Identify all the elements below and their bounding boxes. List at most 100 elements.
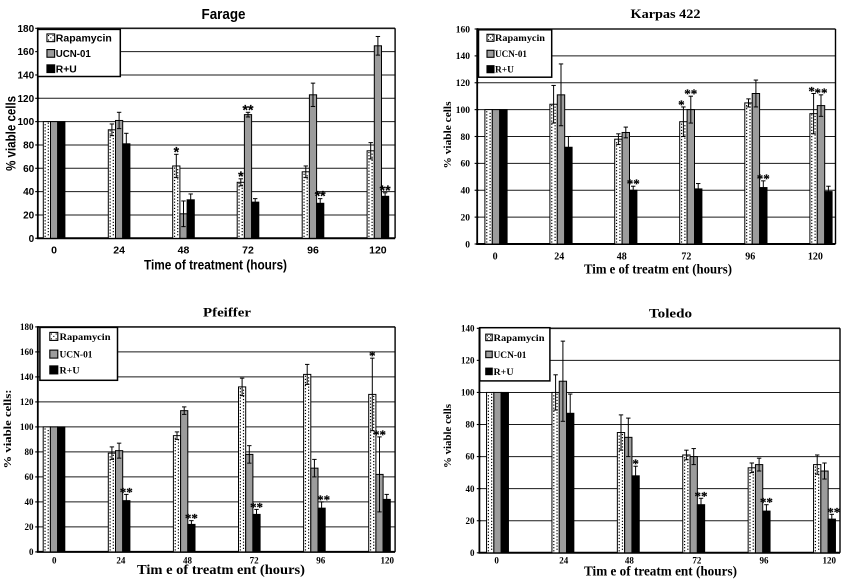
svg-text:72: 72 [681,252,691,263]
svg-text:**: ** [380,182,391,198]
svg-text:**: ** [684,86,697,101]
svg-text:60: 60 [25,472,35,482]
svg-text:120: 120 [369,245,387,257]
svg-text:20: 20 [466,516,476,526]
svg-text:180: 180 [20,322,34,332]
svg-text:80: 80 [23,141,35,152]
svg-text:96: 96 [760,556,770,566]
svg-text:Karpas 422: Karpas 422 [631,6,701,21]
svg-text:60: 60 [461,160,471,170]
svg-text:20: 20 [23,211,35,222]
svg-text:100: 100 [18,117,35,128]
svg-text:**: ** [695,488,708,503]
svg-text:*: * [808,84,815,99]
svg-text:Time of treatment (hours): Time of treatment (hours) [144,257,287,273]
svg-text:96: 96 [316,556,326,566]
svg-text:96: 96 [745,252,755,263]
svg-text:48: 48 [617,252,627,263]
svg-text:*: * [678,97,685,112]
svg-text:160: 160 [456,25,471,35]
svg-text:120: 120 [461,356,475,366]
svg-text:**: ** [827,504,840,519]
svg-text:R+U: R+U [56,64,77,76]
svg-text:140: 140 [18,71,35,82]
svg-text:*: * [174,143,180,159]
svg-text:Tim e of treatm ent (hours): Tim e of treatm ent (hours) [584,262,732,277]
svg-text:0: 0 [29,547,34,557]
svg-text:0: 0 [52,556,57,566]
svg-text:**: ** [757,171,770,186]
svg-text:48: 48 [183,556,193,566]
svg-text:100: 100 [456,106,471,116]
svg-text:24: 24 [113,245,125,257]
svg-text:**: ** [185,511,198,526]
svg-text:40: 40 [466,484,476,494]
svg-text:48: 48 [178,245,190,257]
svg-text:60: 60 [466,452,476,462]
svg-text:0: 0 [465,240,470,250]
svg-text:120: 120 [456,79,471,89]
svg-text:R+U: R+U [494,368,514,378]
svg-text:72: 72 [692,556,702,566]
svg-text:R+U: R+U [495,66,514,76]
svg-text:Rapamycin: Rapamycin [495,34,546,44]
svg-text:24: 24 [559,556,569,566]
svg-text:Tim e of treatm ent (hours): Tim e of treatm ent (hours) [584,565,737,580]
svg-text:**: ** [627,176,640,191]
svg-text:0: 0 [494,556,499,566]
svg-text:72: 72 [250,556,260,566]
svg-text:**: ** [760,495,773,510]
svg-text:% viable cells: % viable cells [443,404,454,468]
svg-text:80: 80 [466,420,476,430]
svg-text:24: 24 [116,556,126,566]
svg-text:Rapamycin: Rapamycin [60,333,112,343]
svg-text:120: 120 [18,94,35,105]
svg-text:Rapamycin: Rapamycin [56,33,112,45]
svg-text:UCN-01: UCN-01 [56,48,91,60]
svg-text:0: 0 [493,252,498,263]
svg-text:% viable cells: % viable cells [4,96,19,171]
svg-text:80: 80 [461,133,471,143]
svg-text:100: 100 [461,388,475,398]
svg-text:**: ** [250,499,263,514]
svg-text:72: 72 [242,245,254,257]
svg-text:20: 20 [25,522,35,532]
svg-text:*: * [632,456,639,471]
svg-text:Farage: Farage [202,6,246,23]
svg-text:140: 140 [20,372,34,382]
svg-text:140: 140 [456,52,471,62]
svg-text:120: 120 [823,556,837,566]
svg-text:0: 0 [470,548,475,558]
svg-text:48: 48 [625,556,635,566]
svg-text:120: 120 [20,397,34,407]
svg-text:24: 24 [554,252,564,263]
svg-text:160: 160 [18,47,35,58]
svg-text:120: 120 [381,556,395,566]
svg-text:Toledo: Toledo [649,306,692,321]
svg-text:**: ** [815,85,828,100]
svg-text:40: 40 [25,497,35,507]
svg-text:UCN-01: UCN-01 [494,351,527,361]
svg-text:Rapamycin: Rapamycin [494,334,546,344]
svg-text:*: * [369,348,376,363]
svg-text:160: 160 [20,347,34,357]
svg-text:80: 80 [25,447,35,457]
svg-text:Tim e of treatm ent (hours): Tim e of treatm ent (hours) [137,563,305,578]
svg-text:0: 0 [51,245,57,257]
svg-text:0: 0 [29,234,35,245]
svg-text:**: ** [243,101,254,117]
svg-text:96: 96 [307,245,319,257]
svg-text:120: 120 [808,252,823,263]
svg-text:20: 20 [461,213,471,223]
svg-text:% viable cells:: % viable cells: [3,390,14,469]
svg-text:140: 140 [461,323,475,333]
svg-text:UCN-01: UCN-01 [495,50,527,60]
svg-text:100: 100 [20,422,34,432]
svg-text:**: ** [120,484,133,499]
svg-text:UCN-01: UCN-01 [60,351,93,361]
svg-text:**: ** [315,188,326,204]
svg-text:Pfeiffer: Pfeiffer [203,305,251,320]
svg-text:% viable cells: % viable cells [443,101,454,168]
svg-text:40: 40 [461,187,471,197]
svg-text:40: 40 [23,187,35,198]
